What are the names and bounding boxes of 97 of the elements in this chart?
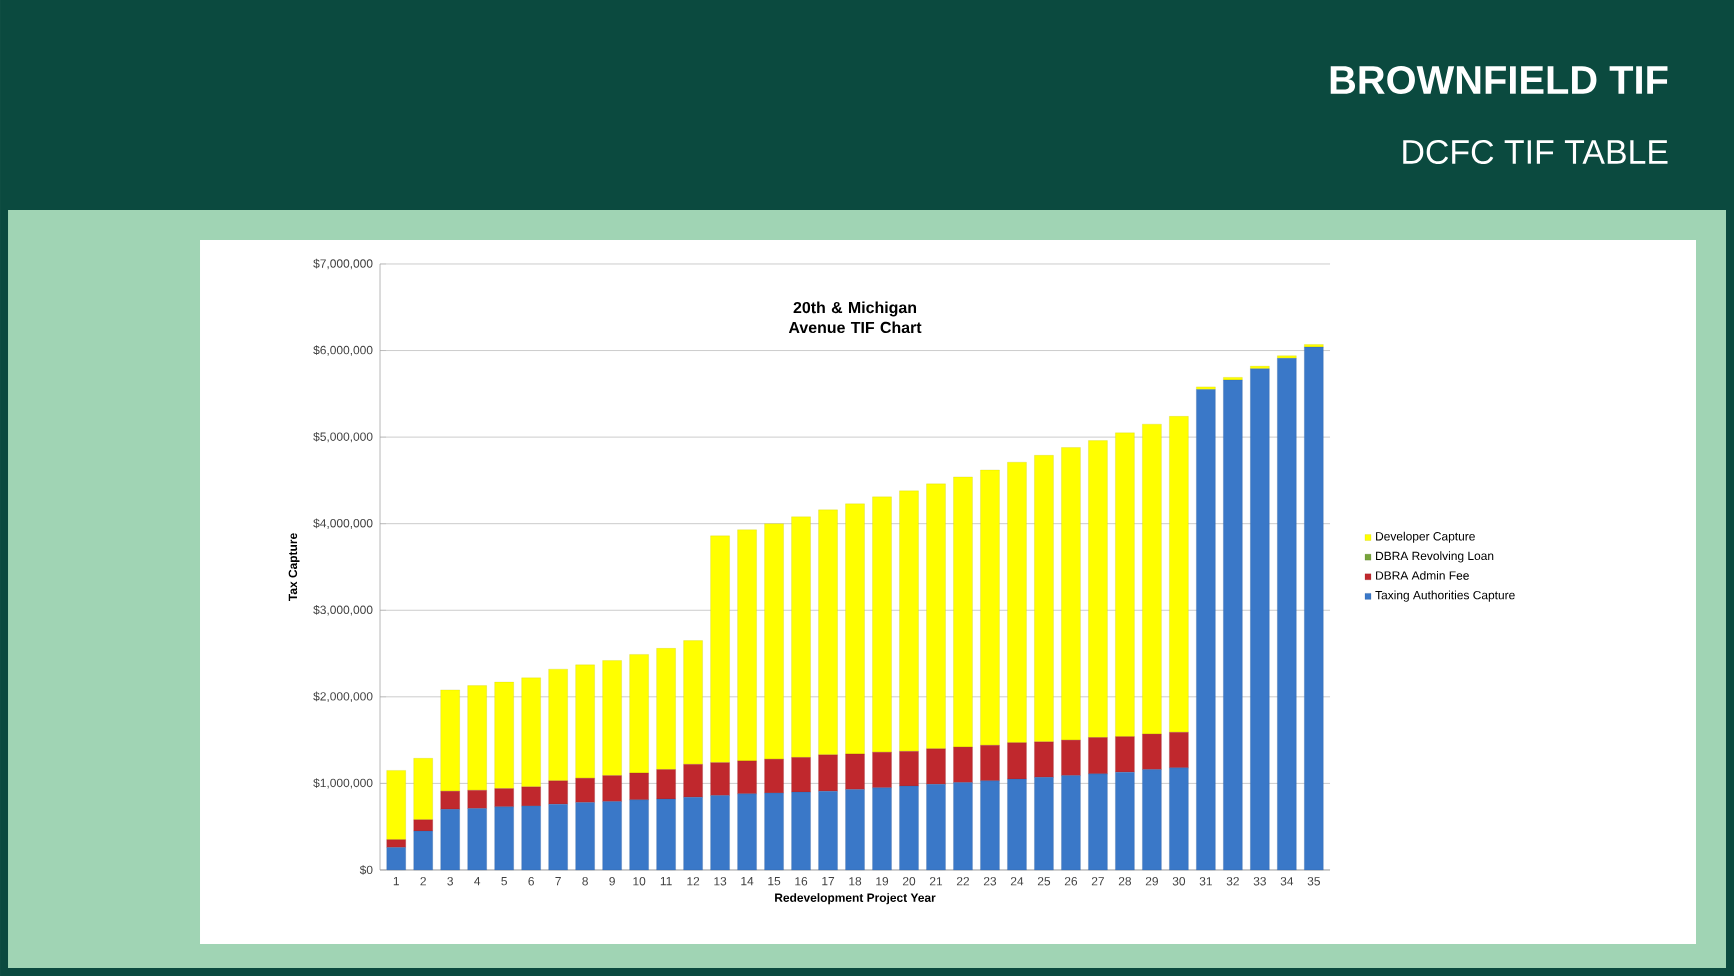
bar	[1115, 432, 1135, 737]
bar	[575, 664, 595, 779]
bar	[872, 752, 892, 788]
bar	[683, 640, 703, 765]
bar	[467, 808, 487, 871]
bar	[764, 523, 784, 760]
bar	[926, 483, 946, 749]
bar	[683, 797, 703, 871]
bar	[602, 801, 622, 871]
bar	[1277, 358, 1297, 871]
bar	[710, 535, 730, 763]
bar	[764, 759, 784, 794]
bar	[737, 529, 757, 761]
bar	[953, 746, 973, 783]
bar	[899, 490, 919, 752]
bar	[872, 496, 892, 753]
bar	[1034, 777, 1054, 871]
bar	[413, 758, 433, 820]
bar	[899, 751, 919, 787]
bar	[1169, 767, 1189, 871]
bar	[710, 795, 730, 871]
bar	[1088, 440, 1108, 738]
bar	[1061, 740, 1081, 776]
bar	[629, 772, 649, 800]
bar	[1196, 389, 1216, 871]
bar	[1088, 737, 1108, 774]
bar	[845, 789, 865, 871]
bar	[1115, 736, 1135, 773]
bar	[1034, 455, 1054, 742]
bar	[872, 787, 892, 871]
text: BROWNFIELD TIF	[1330, 65, 1668, 95]
bar	[629, 654, 649, 774]
bar	[953, 782, 973, 871]
bar	[791, 757, 811, 793]
bar	[467, 685, 487, 791]
bar	[386, 847, 406, 871]
bar	[1007, 742, 1027, 780]
bar	[683, 764, 703, 798]
bar	[548, 669, 568, 781]
bar	[656, 648, 676, 770]
bar	[602, 775, 622, 802]
bar	[494, 788, 514, 807]
bar	[1034, 741, 1054, 778]
bar	[1304, 346, 1324, 871]
bar	[818, 791, 838, 871]
bar	[845, 753, 865, 790]
bar	[548, 804, 568, 871]
bar	[1115, 772, 1135, 871]
bar	[791, 791, 811, 871]
bar	[764, 792, 784, 871]
bar	[494, 682, 514, 789]
bar	[1142, 733, 1162, 770]
bar	[1007, 778, 1027, 871]
bar	[575, 778, 595, 803]
bar	[1061, 775, 1081, 871]
bar	[818, 509, 838, 755]
bar	[953, 476, 973, 748]
bar	[1061, 447, 1081, 741]
bar	[845, 503, 865, 755]
bar	[629, 799, 649, 871]
text: DCFC TIF TABLE	[1403, 139, 1668, 164]
bar	[1169, 416, 1189, 733]
bar	[980, 469, 1000, 746]
bar	[1142, 424, 1162, 735]
bar	[1223, 379, 1243, 871]
bar	[710, 762, 730, 796]
bar	[737, 793, 757, 871]
bar	[440, 791, 460, 810]
bar	[791, 516, 811, 758]
bar	[386, 770, 406, 840]
bar	[440, 809, 460, 871]
bar	[656, 798, 676, 871]
bar	[1007, 462, 1027, 743]
bar	[413, 830, 433, 871]
bar	[818, 754, 838, 792]
bar	[413, 819, 433, 832]
bar	[521, 677, 541, 787]
bar	[548, 780, 568, 805]
bar	[980, 745, 1000, 781]
bar	[467, 790, 487, 809]
bar	[926, 748, 946, 785]
bar	[494, 806, 514, 871]
bar	[521, 805, 541, 871]
bar	[602, 660, 622, 776]
bar	[440, 689, 460, 792]
bar	[575, 802, 595, 871]
bar	[737, 760, 757, 794]
bar	[386, 839, 406, 848]
bar	[1169, 732, 1189, 768]
bar	[980, 780, 1000, 871]
bar	[1142, 769, 1162, 871]
bar	[1088, 773, 1108, 871]
bar	[656, 769, 676, 800]
bar	[926, 784, 946, 871]
bar	[521, 786, 541, 806]
bar	[899, 785, 919, 871]
bar	[1250, 368, 1270, 871]
